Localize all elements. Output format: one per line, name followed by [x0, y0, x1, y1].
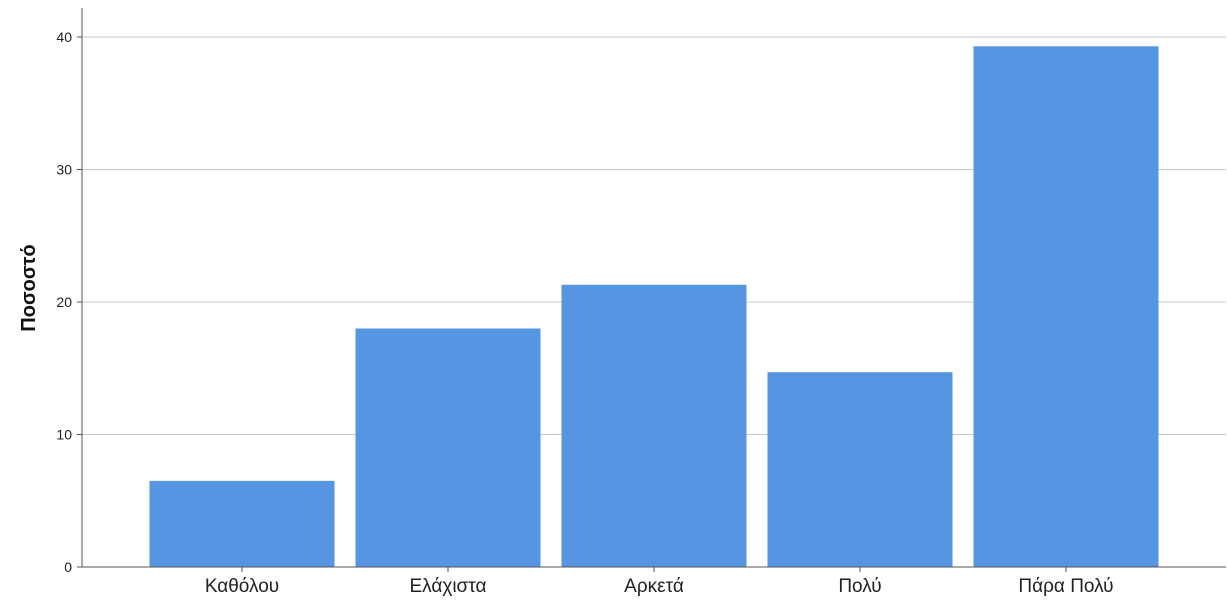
y-tick-label-0: 0	[64, 559, 72, 575]
y-tick-label-3: 30	[56, 162, 72, 178]
y-ticks: 0 10 20 30 40	[56, 29, 82, 575]
y-tick-label-2: 20	[56, 294, 72, 310]
bar-1	[355, 328, 541, 567]
x-category-label-1: Ελάχιστα	[409, 576, 486, 597]
x-category-label-0: Καθόλου	[205, 576, 279, 597]
x-category-label-4: Πάρα Πολύ	[1018, 576, 1113, 597]
x-labels: Καθόλου Ελάχιστα Αρκετά Πολύ Πάρα Πολύ	[205, 567, 1114, 597]
bar-4	[973, 46, 1159, 567]
y-axis-title: Ποσοστό	[18, 244, 40, 331]
bar-0	[149, 480, 335, 567]
x-category-label-2: Αρκετά	[624, 576, 684, 597]
bar-3	[767, 372, 953, 567]
x-category-label-3: Πολύ	[838, 576, 881, 597]
bar-2	[561, 284, 747, 567]
y-tick-label-4: 40	[56, 29, 72, 45]
y-tick-label-1: 10	[56, 427, 72, 443]
bars	[149, 46, 1159, 567]
